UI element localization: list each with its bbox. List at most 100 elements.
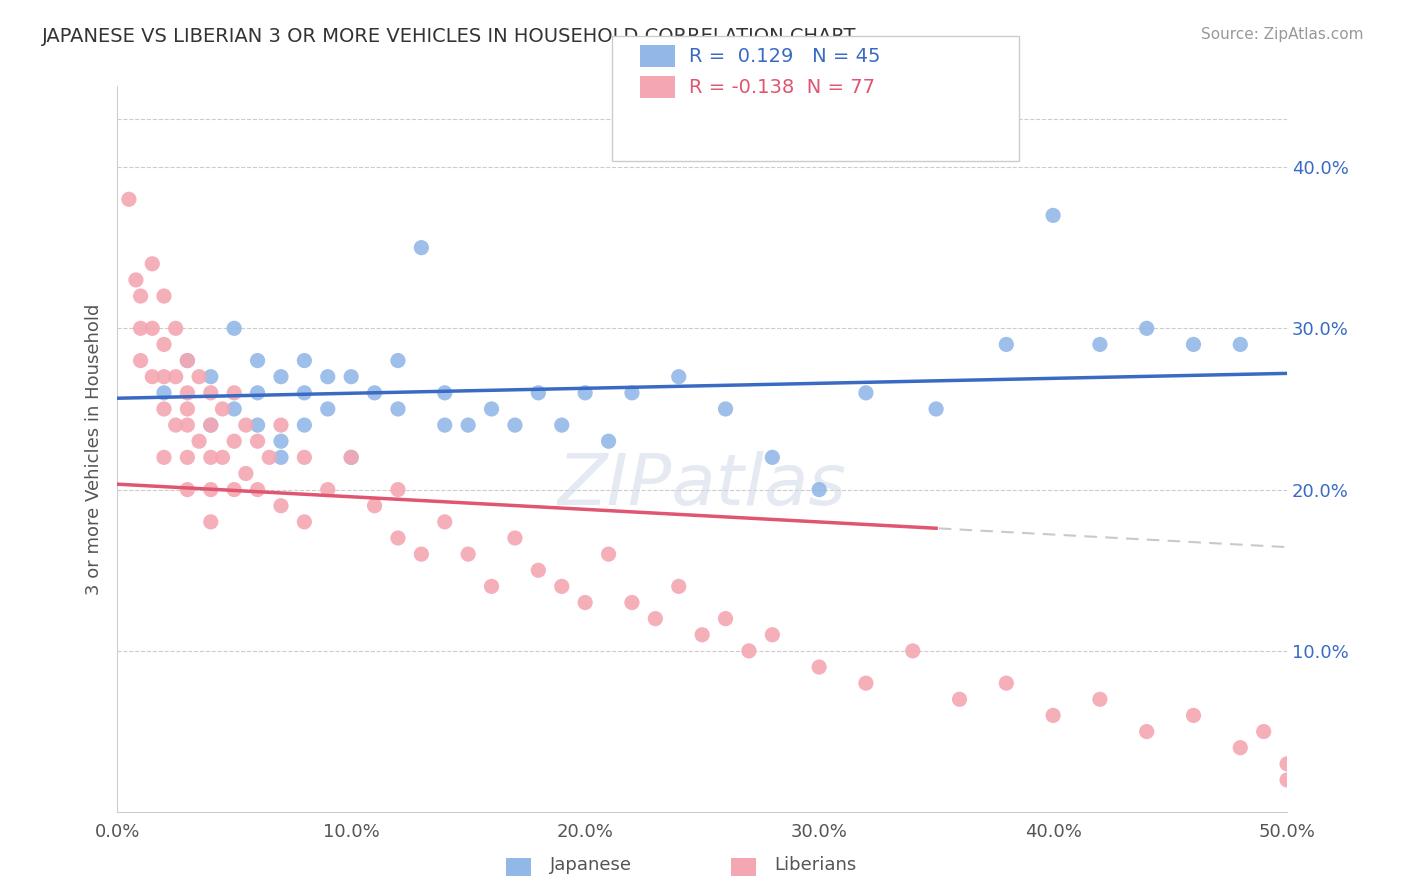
- Point: [200, 450, 222, 465]
- Point: [527, 563, 550, 577]
- Point: [574, 385, 596, 400]
- Point: [165, 369, 187, 384]
- Point: [118, 192, 141, 206]
- Point: [411, 241, 433, 255]
- Point: [165, 418, 187, 433]
- Point: [165, 321, 187, 335]
- Point: [995, 676, 1018, 690]
- Point: [141, 257, 163, 271]
- Point: [176, 385, 198, 400]
- Point: [259, 450, 281, 465]
- Point: [481, 579, 503, 593]
- Point: [200, 418, 222, 433]
- Point: [387, 401, 409, 416]
- Point: [387, 353, 409, 368]
- Point: [200, 418, 222, 433]
- Point: [270, 369, 292, 384]
- Point: [598, 547, 620, 561]
- Point: [176, 483, 198, 497]
- Point: [925, 401, 948, 416]
- Point: [153, 289, 176, 303]
- Point: [176, 353, 198, 368]
- Point: [141, 321, 163, 335]
- Point: [270, 499, 292, 513]
- Point: [270, 434, 292, 449]
- Point: [1182, 708, 1205, 723]
- Point: [808, 483, 831, 497]
- Point: [292, 385, 315, 400]
- Point: [246, 353, 269, 368]
- Point: [1182, 337, 1205, 351]
- Point: [129, 353, 152, 368]
- Point: [153, 337, 176, 351]
- Point: [200, 369, 222, 384]
- Point: [1275, 756, 1298, 771]
- Point: [1088, 337, 1111, 351]
- Point: [948, 692, 970, 706]
- Point: [340, 450, 363, 465]
- Point: [1253, 724, 1275, 739]
- Point: [411, 547, 433, 561]
- Point: [153, 450, 176, 465]
- Point: [188, 434, 211, 449]
- Point: [503, 531, 526, 545]
- Point: [714, 612, 737, 626]
- Point: [387, 483, 409, 497]
- Point: [1088, 692, 1111, 706]
- Point: [574, 595, 596, 609]
- Point: [129, 321, 152, 335]
- Point: [246, 385, 269, 400]
- Text: R =  0.129   N = 45: R = 0.129 N = 45: [689, 46, 880, 66]
- Point: [363, 499, 385, 513]
- Point: [270, 418, 292, 433]
- Point: [188, 369, 211, 384]
- Point: [224, 401, 246, 416]
- Point: [855, 676, 877, 690]
- Point: [457, 547, 479, 561]
- Point: [1229, 740, 1251, 755]
- Point: [738, 644, 761, 658]
- Point: [690, 628, 713, 642]
- Point: [292, 353, 315, 368]
- Point: [668, 369, 690, 384]
- Point: [761, 450, 783, 465]
- Point: [316, 401, 339, 416]
- Point: [153, 401, 176, 416]
- Point: [224, 483, 246, 497]
- Point: [1136, 321, 1159, 335]
- Point: [200, 483, 222, 497]
- Point: [457, 418, 479, 433]
- Point: [316, 369, 339, 384]
- Point: [363, 385, 385, 400]
- Point: [292, 418, 315, 433]
- Point: [211, 450, 233, 465]
- Point: [129, 289, 152, 303]
- Point: [995, 337, 1018, 351]
- Point: [246, 434, 269, 449]
- Point: [200, 515, 222, 529]
- Text: Liberians: Liberians: [775, 855, 856, 873]
- Point: [901, 644, 924, 658]
- Text: Source: ZipAtlas.com: Source: ZipAtlas.com: [1201, 27, 1364, 42]
- Point: [598, 434, 620, 449]
- Point: [176, 418, 198, 433]
- Point: [433, 418, 456, 433]
- Point: [433, 385, 456, 400]
- Point: [292, 450, 315, 465]
- Point: [761, 628, 783, 642]
- Point: [224, 434, 246, 449]
- Point: [153, 385, 176, 400]
- Text: R = -0.138  N = 77: R = -0.138 N = 77: [689, 78, 875, 97]
- Point: [211, 401, 233, 416]
- Point: [1275, 772, 1298, 787]
- Point: [808, 660, 831, 674]
- Point: [125, 273, 148, 287]
- Point: [503, 418, 526, 433]
- Point: [224, 321, 246, 335]
- Y-axis label: 3 or more Vehicles in Household: 3 or more Vehicles in Household: [86, 303, 103, 595]
- Point: [387, 531, 409, 545]
- Point: [340, 450, 363, 465]
- Point: [176, 450, 198, 465]
- Point: [176, 401, 198, 416]
- Point: [340, 369, 363, 384]
